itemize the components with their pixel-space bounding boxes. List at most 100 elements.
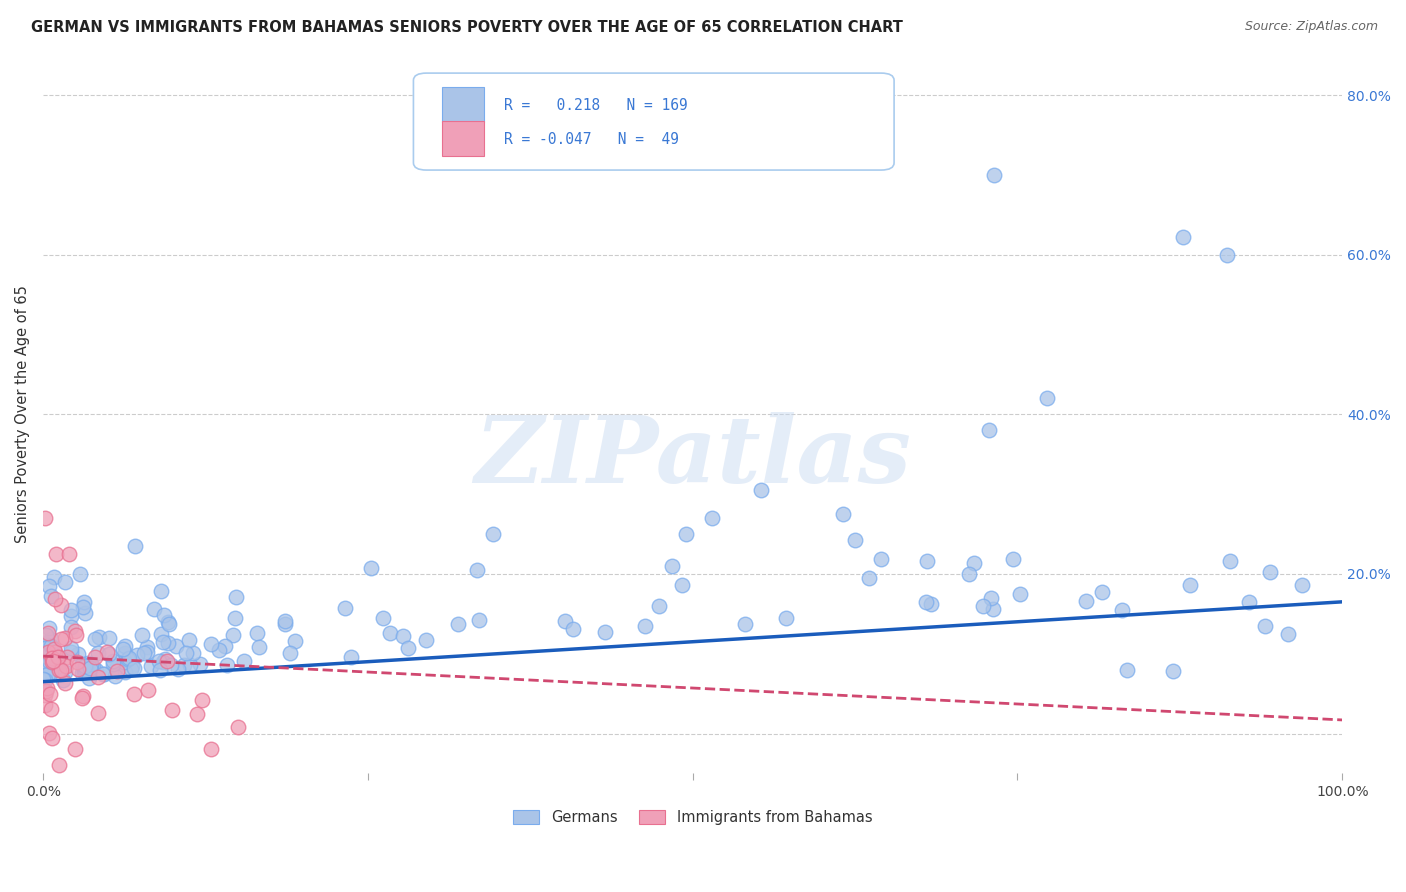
Text: ZIPatlas: ZIPatlas — [474, 412, 911, 502]
Point — [132, 646, 155, 660]
FancyBboxPatch shape — [413, 73, 894, 170]
Point — [661, 559, 683, 574]
Point — [37, 681, 59, 695]
Point — [112, 655, 135, 669]
Point — [858, 571, 880, 585]
Point — [32, 673, 55, 687]
Point — [112, 642, 135, 657]
Point — [44, 592, 66, 607]
Point — [41, 655, 63, 669]
Point — [53, 574, 76, 589]
Point — [42, 570, 65, 584]
Point — [1219, 554, 1241, 568]
Point — [84, 649, 107, 664]
Point — [153, 608, 176, 623]
Point — [48, 758, 70, 772]
Point — [274, 617, 297, 632]
Point — [96, 645, 118, 659]
Point — [914, 595, 936, 609]
Point — [1111, 603, 1133, 617]
Point — [86, 663, 108, 677]
Point — [41, 651, 63, 665]
Point — [467, 613, 489, 627]
Text: R = -0.047   N =  49: R = -0.047 N = 49 — [505, 132, 679, 146]
Point — [360, 560, 382, 574]
Point — [34, 673, 56, 688]
Text: Source: ZipAtlas.com: Source: ZipAtlas.com — [1244, 20, 1378, 33]
Point — [136, 645, 159, 659]
Point — [215, 658, 238, 673]
Point — [174, 646, 197, 660]
Point — [114, 665, 136, 679]
Point — [41, 702, 63, 716]
Point — [39, 648, 62, 663]
Point — [246, 626, 269, 640]
Point — [67, 662, 90, 676]
Point — [60, 641, 83, 656]
Point — [734, 616, 756, 631]
Point — [1001, 551, 1024, 566]
Point — [165, 640, 187, 654]
Point — [114, 640, 136, 654]
Point — [55, 631, 77, 645]
Point — [41, 589, 63, 603]
Point — [208, 642, 231, 657]
Point — [181, 646, 204, 660]
Point — [93, 667, 115, 681]
Point — [278, 646, 301, 660]
Point — [214, 639, 236, 653]
Point — [42, 642, 65, 657]
Point — [44, 645, 66, 659]
Point — [34, 667, 56, 681]
Point — [48, 663, 70, 677]
Point — [634, 619, 657, 633]
Point — [1237, 595, 1260, 609]
Point — [179, 632, 201, 647]
Bar — [441, 87, 484, 122]
Point — [233, 654, 256, 668]
Point — [72, 600, 94, 615]
Point — [247, 640, 270, 655]
Point — [415, 632, 437, 647]
Point — [775, 611, 797, 625]
Point — [1161, 665, 1184, 679]
Point — [554, 614, 576, 628]
Point — [157, 617, 180, 632]
Point — [142, 602, 165, 616]
Point — [224, 611, 246, 625]
Point — [160, 657, 183, 672]
Point — [70, 657, 93, 671]
Point — [959, 566, 981, 581]
Point — [72, 690, 94, 704]
Point — [274, 614, 297, 628]
Legend: Germans, Immigrants from Bahamas: Germans, Immigrants from Bahamas — [508, 804, 879, 830]
Point — [59, 608, 82, 623]
Point — [49, 599, 72, 613]
Point — [648, 599, 671, 614]
Point — [35, 628, 58, 642]
Point — [152, 635, 174, 649]
Point — [222, 628, 245, 642]
Point — [915, 554, 938, 568]
Point — [1171, 230, 1194, 244]
Point — [832, 507, 855, 521]
Point — [121, 659, 143, 673]
Point — [37, 625, 59, 640]
Point — [56, 650, 79, 665]
Point — [869, 552, 891, 566]
Point — [920, 597, 942, 611]
Point — [1291, 578, 1313, 592]
Point — [46, 649, 69, 664]
Point — [1253, 619, 1275, 633]
Point — [83, 632, 105, 646]
Point — [167, 662, 190, 676]
Point — [65, 624, 87, 639]
Point — [38, 726, 60, 740]
Point — [39, 639, 62, 653]
Point — [66, 648, 89, 662]
Point — [55, 665, 77, 679]
Point — [58, 547, 80, 561]
Point — [104, 661, 127, 675]
Point — [52, 673, 75, 687]
Point — [149, 664, 172, 678]
